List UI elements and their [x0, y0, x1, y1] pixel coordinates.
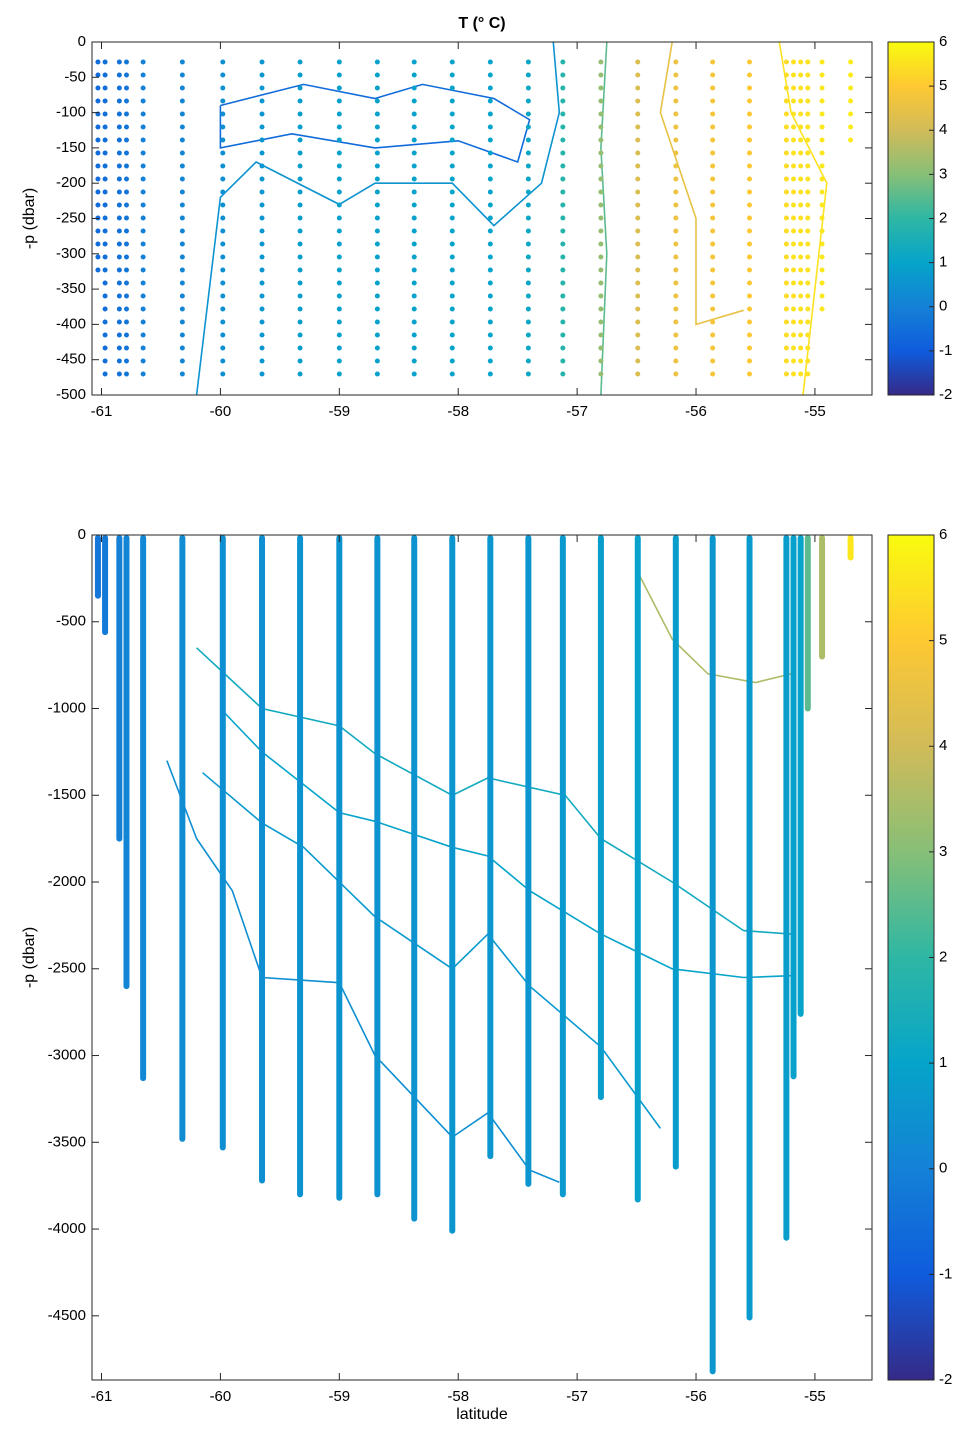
colorbar-tick-label: 3 — [939, 843, 947, 860]
y-tick-label: -4000 — [48, 1220, 86, 1237]
x-tick-label: -56 — [685, 403, 707, 420]
y-axis-label: -p (dbar) — [21, 188, 38, 249]
contour-line — [219, 83, 531, 164]
chart-title: T (° C) — [458, 15, 505, 32]
colorbar-tick-label: 1 — [939, 1054, 947, 1071]
plot-area — [92, 42, 872, 395]
contour-line — [635, 569, 792, 684]
y-tick-label: -350 — [56, 280, 86, 297]
colorbar-tick-label: 4 — [939, 737, 947, 754]
y-tick-label: -100 — [56, 104, 86, 121]
x-tick-label: -58 — [447, 1388, 469, 1405]
colorbar-tick-label: 3 — [939, 165, 947, 182]
x-tick-label: -59 — [328, 403, 350, 420]
colorbar — [887, 41, 935, 396]
contour-line — [600, 41, 608, 396]
x-tick-label: -55 — [804, 1388, 826, 1405]
y-tick-label: -1500 — [48, 786, 86, 803]
contour-line — [778, 41, 828, 396]
colorbar-tick-label: -1 — [939, 1265, 952, 1282]
x-tick-label: -57 — [566, 1388, 588, 1405]
y-tick-label: -500 — [56, 613, 86, 630]
x-tick-label: -56 — [685, 1388, 707, 1405]
colorbar-tick-label: 0 — [939, 1160, 947, 1177]
x-tick-label: -59 — [328, 1388, 350, 1405]
colorbar-tick-label: -1 — [939, 342, 952, 359]
y-tick-label: -150 — [56, 139, 86, 156]
y-tick-label: -3500 — [48, 1133, 86, 1150]
colorbar-tick-label: -2 — [939, 386, 952, 403]
y-tick-label: -500 — [56, 386, 86, 403]
y-tick-label: -1000 — [48, 699, 86, 716]
plot-area — [92, 535, 872, 1380]
y-tick-label: -450 — [56, 351, 86, 368]
colorbar-tick-label: 5 — [939, 632, 947, 649]
colorbar-tick-label: 5 — [939, 77, 947, 94]
colorbar-tick-label: 1 — [939, 254, 947, 271]
contour-line — [195, 41, 561, 396]
y-tick-label: -4500 — [48, 1307, 86, 1324]
x-tick-label: -60 — [210, 403, 232, 420]
y-tick-label: -200 — [56, 174, 86, 191]
x-tick-label: -60 — [210, 1388, 232, 1405]
colorbar — [887, 534, 935, 1381]
y-tick-label: -250 — [56, 209, 86, 226]
colorbar-tick-label: 4 — [939, 121, 947, 138]
y-axis-label: -p (dbar) — [21, 927, 38, 988]
y-tick-label: -2500 — [48, 960, 86, 977]
colorbar-tick-label: 6 — [939, 526, 947, 543]
colorbar-tick-label: 2 — [939, 948, 947, 965]
x-tick-label: -57 — [566, 403, 588, 420]
colorbar-tick-label: -2 — [939, 1371, 952, 1388]
axes-box — [91, 534, 873, 1381]
y-tick-label: -400 — [56, 315, 86, 332]
y-tick-label: -50 — [64, 68, 86, 85]
colorbar-tick-label: 6 — [939, 33, 947, 50]
colorbar-tick-label: 2 — [939, 209, 947, 226]
x-tick-label: -61 — [91, 1388, 113, 1405]
x-tick-label: -58 — [447, 403, 469, 420]
y-tick-label: -300 — [56, 245, 86, 262]
x-axis-label: latitude — [456, 1406, 508, 1423]
y-tick-label: -2000 — [48, 873, 86, 890]
x-tick-label: -55 — [804, 403, 826, 420]
y-tick-label: -3000 — [48, 1047, 86, 1064]
x-tick-label: -61 — [91, 403, 113, 420]
colorbar-tick-label: 0 — [939, 298, 947, 315]
y-tick-label: 0 — [78, 33, 86, 50]
y-tick-label: 0 — [78, 526, 86, 543]
contour-line — [166, 760, 560, 1183]
